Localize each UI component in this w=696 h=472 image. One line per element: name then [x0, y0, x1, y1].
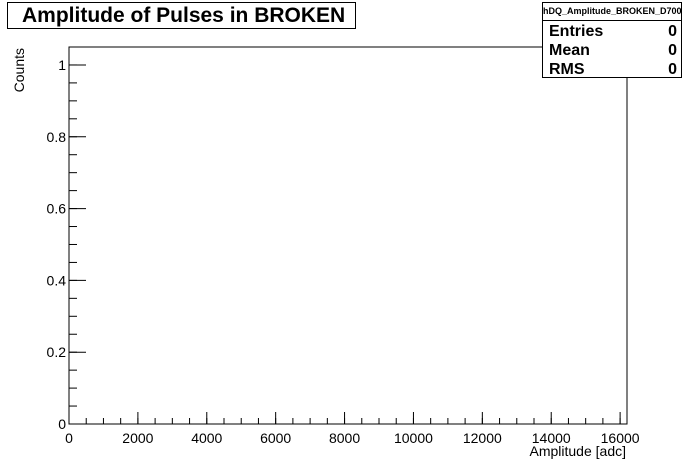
x-tick-label: 14000: [532, 430, 571, 446]
x-tick-label: 4000: [191, 430, 222, 446]
stat-value: 0: [668, 42, 677, 59]
x-tick-label: 8000: [329, 430, 360, 446]
y-tick-label: 0.6: [47, 201, 67, 217]
chart-title-box: Amplitude of Pulses in BROKEN: [7, 2, 356, 29]
x-tick-label: 6000: [260, 430, 291, 446]
chart-title: Amplitude of Pulses in BROKEN: [22, 4, 346, 27]
y-tick-label: 0.4: [47, 272, 67, 288]
x-tick-label: 0: [65, 430, 73, 446]
stat-label: Entries: [549, 23, 604, 40]
x-tick-label: 12000: [463, 430, 502, 446]
stat-row-entries: Entries 0: [549, 23, 677, 42]
y-tick-label: 0.8: [47, 129, 67, 145]
plot-area: [68, 46, 628, 425]
x-tick-label: 16000: [601, 430, 640, 446]
axis-ticks: [68, 46, 621, 425]
stats-box: hDQ_Amplitude_BROKEN_D700 Entries 0 Mean…: [542, 2, 682, 78]
axis-tick-labels: 0 2000 4000 6000 8000 10000 12000 14000 16000 0 0.…: [47, 57, 640, 446]
x-tick-label: 10000: [394, 430, 433, 446]
x-tick-label: 2000: [122, 430, 153, 446]
y-tick-label: 1: [58, 57, 66, 73]
stat-label: RMS: [549, 61, 585, 78]
stat-row-mean: Mean 0: [549, 42, 677, 61]
y-axis-label: Counts: [11, 48, 27, 92]
stat-row-rms: RMS 0: [549, 61, 677, 80]
x-axis-label: Amplitude [adc]: [530, 443, 627, 459]
histogram-name: hDQ_Amplitude_BROKEN_D700: [543, 3, 681, 21]
stat-label: Mean: [549, 42, 590, 59]
stat-value: 0: [668, 61, 677, 78]
y-tick-label: 0.2: [47, 344, 67, 360]
stat-value: 0: [668, 23, 677, 40]
y-tick-label: 0: [58, 416, 66, 432]
